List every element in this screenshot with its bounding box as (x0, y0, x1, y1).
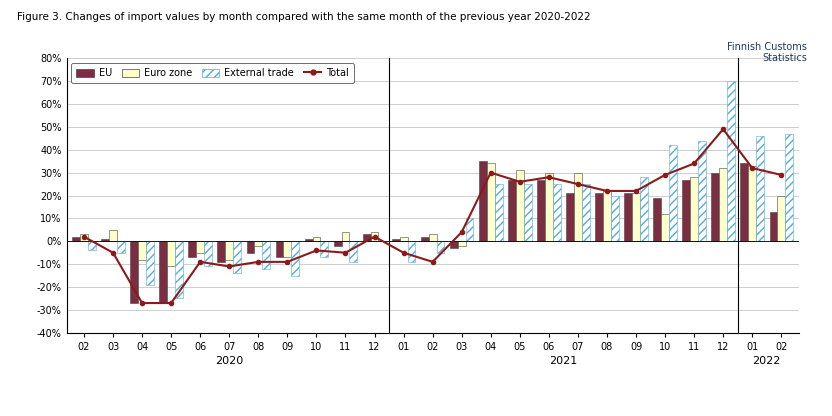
Bar (740, 163, 748, 241)
Bar (131, 241, 138, 303)
Bar (313, 237, 320, 241)
Bar (204, 241, 212, 266)
Bar (109, 230, 117, 241)
Bar (363, 234, 370, 241)
Bar (785, 134, 793, 241)
Bar (217, 241, 225, 262)
Bar (537, 180, 545, 241)
Bar (566, 193, 574, 241)
Bar (421, 237, 428, 241)
Bar (320, 241, 328, 257)
Bar (349, 241, 357, 262)
Bar (72, 237, 80, 241)
Bar (545, 173, 552, 241)
Bar (399, 237, 408, 241)
Bar (437, 241, 444, 253)
Bar (102, 239, 109, 241)
Bar (175, 241, 183, 298)
Bar (669, 145, 677, 241)
Bar (342, 232, 349, 241)
Bar (275, 241, 284, 257)
Bar (682, 180, 691, 241)
Bar (640, 177, 648, 241)
Bar (756, 136, 764, 241)
Bar (582, 184, 590, 241)
Bar (196, 241, 204, 253)
Legend: EU, Euro zone, External trade, Total: EU, Euro zone, External trade, Total (72, 63, 354, 83)
Bar (370, 232, 379, 241)
Bar (305, 239, 313, 241)
Bar (552, 184, 561, 241)
Bar (479, 161, 487, 241)
Bar (711, 173, 719, 241)
Bar (262, 241, 270, 269)
Bar (117, 241, 125, 253)
Bar (246, 241, 255, 253)
Bar (225, 241, 233, 260)
Bar (719, 168, 727, 241)
Bar (80, 234, 88, 241)
Bar (508, 180, 516, 241)
Bar (748, 166, 756, 241)
Bar (466, 218, 473, 241)
Bar (624, 193, 632, 241)
Text: 2021: 2021 (549, 356, 577, 366)
Bar (691, 177, 698, 241)
Bar (727, 81, 735, 241)
Bar (167, 241, 175, 266)
Bar (88, 241, 96, 250)
Bar (138, 241, 146, 260)
Bar (495, 184, 503, 241)
Bar (632, 193, 640, 241)
Bar (428, 234, 437, 241)
Bar (255, 241, 262, 246)
Bar (611, 196, 619, 241)
Text: Figure 3. Changes of import values by month compared with the same month of the : Figure 3. Changes of import values by mo… (17, 12, 590, 22)
Text: 2020: 2020 (215, 356, 244, 366)
Text: Finnish Customs
Statistics: Finnish Customs Statistics (727, 42, 807, 63)
Bar (653, 198, 661, 241)
Bar (777, 196, 785, 241)
Bar (233, 241, 241, 273)
Bar (770, 211, 777, 241)
Bar (698, 141, 706, 241)
Bar (408, 241, 415, 262)
Bar (595, 193, 603, 241)
Bar (458, 241, 466, 246)
Bar (188, 241, 196, 257)
Bar (487, 163, 495, 241)
Bar (160, 241, 167, 303)
Text: 2022: 2022 (753, 356, 781, 366)
Bar (291, 241, 300, 275)
Bar (516, 170, 523, 241)
Bar (574, 173, 582, 241)
Bar (146, 241, 154, 285)
Bar (603, 191, 611, 241)
Bar (284, 241, 291, 257)
Bar (450, 241, 458, 248)
Bar (334, 241, 342, 246)
Bar (523, 184, 532, 241)
Bar (661, 214, 669, 241)
Bar (392, 239, 399, 241)
